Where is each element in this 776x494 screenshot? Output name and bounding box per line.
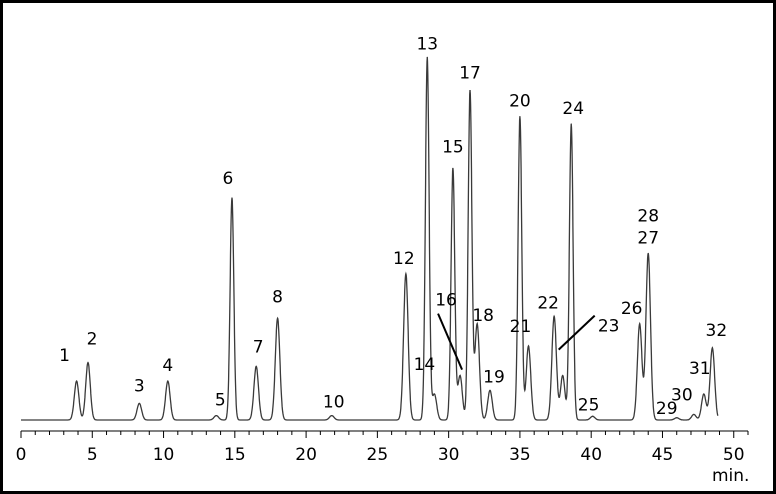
peak-apex-13 [426, 56, 428, 59]
peak-23-leader [557, 314, 596, 351]
peak-apex-30 [693, 413, 695, 416]
peak-apex-25 [592, 415, 594, 417]
peak-apex-21 [527, 345, 530, 347]
peak-apex-1 [75, 380, 78, 382]
peak-label-6: 6 [223, 169, 234, 189]
x-axis: 0 5 10 15 20 25 30 35 40 45 50 [16, 430, 749, 465]
x-tick-label: 40 [580, 445, 602, 465]
peak-label-1: 1 [59, 346, 70, 366]
peak-label-26: 26 [621, 299, 643, 319]
peak-apex-15 [452, 167, 454, 169]
peak-label-8: 8 [272, 287, 283, 307]
peak-16-leader [437, 313, 463, 370]
peak-apex-16 [459, 375, 461, 377]
peak-label-30: 30 [671, 385, 693, 405]
peak-label-13: 13 [416, 34, 438, 54]
peak-apex-7 [255, 365, 257, 367]
peak-label-15: 15 [442, 137, 464, 157]
peak-label-10: 10 [323, 393, 345, 413]
peak-label-27: 27 [637, 229, 659, 249]
peak-label-19: 19 [483, 367, 505, 387]
peak-label-23: 23 [598, 317, 620, 337]
peak-apex-28 [647, 252, 649, 255]
x-axis-title: min. [712, 466, 749, 486]
peak-labels: 1234567810121314151617181920212223242526… [59, 34, 727, 418]
peak-label-20: 20 [509, 92, 531, 112]
x-tick-label: 5 [87, 445, 98, 465]
peak-label-29: 29 [656, 399, 678, 419]
peak-apex-24 [570, 123, 572, 125]
x-tick-label: 50 [723, 445, 745, 465]
peak-apex-6 [231, 197, 233, 199]
peak-apex-10 [331, 414, 333, 417]
peak-apex-4 [167, 380, 169, 382]
peak-apex-23 [562, 375, 564, 377]
peak-label-25: 25 [578, 395, 600, 415]
peak-apex-14 [433, 393, 435, 395]
peak-apex-26 [639, 323, 641, 325]
peak-label-4: 4 [162, 356, 173, 376]
peak-label-5: 5 [215, 391, 226, 411]
x-tick-label: 30 [438, 445, 460, 465]
x-tick-label: 20 [295, 445, 317, 465]
peak-apex-12 [405, 273, 407, 275]
peak-label-2: 2 [87, 330, 98, 350]
peak-apex-2 [87, 362, 89, 364]
peak-apex-17 [469, 90, 471, 92]
chromatogram-trace [21, 57, 719, 421]
peak-apex-3 [138, 402, 140, 404]
peak-label-12: 12 [393, 249, 415, 269]
peak-label-31: 31 [689, 359, 711, 379]
trace-layer [21, 56, 719, 421]
peak-apex-20 [519, 116, 521, 118]
x-tick-label: 45 [652, 445, 674, 465]
peak-label-24: 24 [562, 99, 584, 119]
peak-label-28: 28 [637, 207, 659, 227]
peak-label-14: 14 [414, 355, 436, 375]
peak-label-16: 16 [435, 291, 457, 311]
peak-label-21: 21 [510, 317, 532, 337]
peak-label-7: 7 [253, 337, 264, 357]
peak-apex-22 [553, 315, 555, 317]
peak-label-22: 22 [537, 293, 559, 313]
x-tick-label: 35 [509, 445, 531, 465]
peak-label-32: 32 [706, 321, 728, 341]
x-tick-label: 25 [367, 445, 389, 465]
peak-label-17: 17 [459, 64, 481, 84]
x-tick-label: 0 [16, 445, 27, 465]
x-tick-label: 15 [224, 445, 246, 465]
peak-label-18: 18 [472, 306, 494, 326]
peak-apex-18 [476, 323, 478, 325]
x-tick-label: 10 [153, 445, 175, 465]
peak-label-3: 3 [134, 376, 145, 396]
peak-apex-32 [711, 347, 713, 349]
peak-apex-29 [676, 417, 678, 419]
peak-apex-5 [215, 414, 217, 417]
peak-apex-19 [489, 389, 491, 391]
peak-apex-31 [703, 393, 705, 395]
peak-apex-8 [276, 317, 279, 319]
